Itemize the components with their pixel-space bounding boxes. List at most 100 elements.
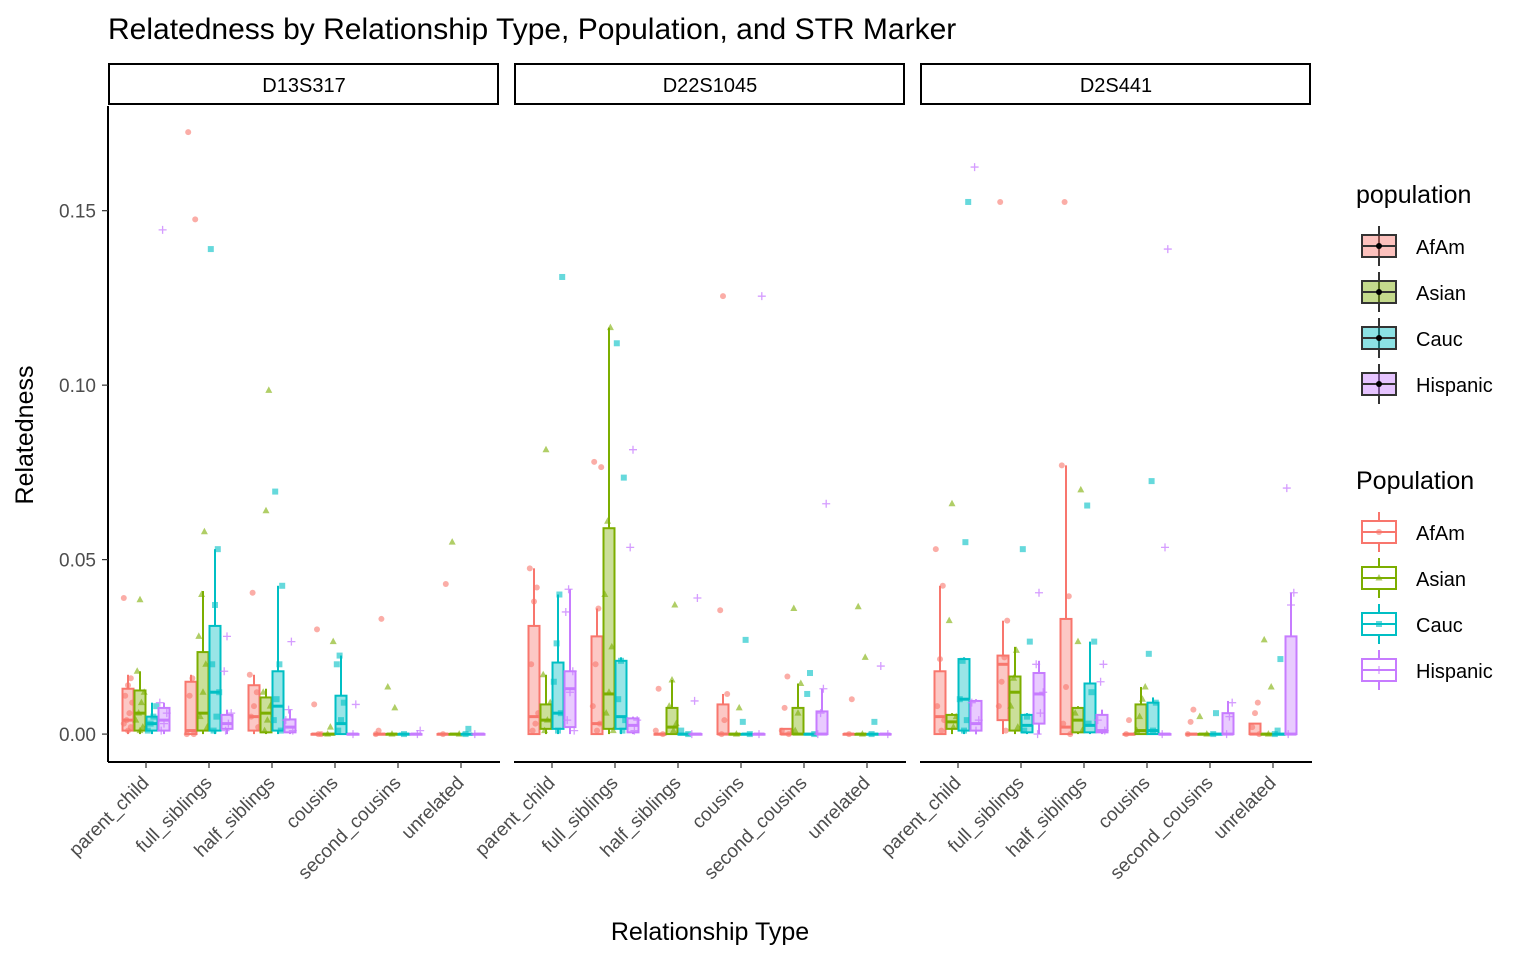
data-point	[1061, 198, 1068, 205]
legend-key-Cauc	[1361, 604, 1397, 644]
data-point	[207, 246, 214, 253]
box-AfAm	[932, 546, 948, 736]
box-Cauc	[1209, 710, 1223, 738]
data-point	[1163, 245, 1172, 254]
data-point	[223, 632, 231, 641]
box-Hispanic	[561, 585, 579, 735]
data-point	[570, 726, 579, 735]
data-point	[1093, 716, 1102, 725]
data-point	[196, 712, 204, 720]
data-point	[721, 717, 728, 724]
data-point	[608, 642, 616, 650]
data-point	[224, 719, 233, 728]
data-point	[1010, 674, 1018, 681]
data-point	[1039, 688, 1048, 697]
data-point	[665, 702, 673, 709]
data-point	[202, 660, 210, 667]
legend-point	[1376, 289, 1382, 295]
data-point	[1123, 731, 1130, 738]
data-point	[270, 717, 277, 724]
data-point	[526, 565, 533, 572]
data-point	[273, 696, 280, 703]
data-point	[1014, 723, 1022, 730]
data-point	[413, 730, 422, 739]
data-point	[595, 605, 602, 612]
box-body	[563, 670, 577, 729]
data-point	[746, 731, 753, 738]
data-point	[804, 690, 811, 697]
data-point	[462, 731, 469, 738]
data-point	[932, 546, 939, 553]
data-point	[854, 602, 862, 610]
data-point	[265, 386, 273, 393]
legend-label: AfAm	[1416, 523, 1465, 545]
data-point	[212, 601, 218, 608]
data-point	[192, 216, 199, 223]
data-point	[333, 661, 340, 668]
data-point	[791, 726, 799, 734]
data-point	[566, 688, 574, 697]
data-point	[541, 726, 549, 734]
data-point	[1033, 730, 1042, 739]
data-point	[1077, 485, 1085, 493]
data-point	[272, 488, 279, 495]
data-point	[372, 731, 379, 738]
data-point	[871, 718, 878, 725]
data-point	[601, 590, 609, 598]
data-point	[781, 704, 788, 711]
data-point	[589, 703, 596, 710]
data-point	[1060, 720, 1067, 727]
box-Hispanic	[220, 632, 236, 735]
data-point	[281, 716, 290, 725]
data-point	[448, 538, 456, 545]
data-point	[848, 696, 855, 703]
data-point	[1254, 699, 1261, 706]
data-point	[553, 640, 560, 647]
data-point	[938, 727, 945, 734]
data-point	[144, 727, 151, 734]
y-tick-label: 0.10	[59, 376, 96, 397]
data-point	[125, 727, 131, 734]
data-point	[529, 727, 536, 734]
legend-title: Population	[1356, 467, 1474, 495]
box-Cauc	[270, 488, 286, 735]
data-point	[655, 685, 662, 692]
data-point	[1228, 698, 1237, 707]
data-point	[528, 661, 535, 668]
data-point	[198, 590, 206, 598]
data-point	[185, 129, 192, 136]
box-Cauc	[144, 702, 160, 735]
data-point	[1021, 727, 1028, 734]
legend-point	[1376, 243, 1382, 249]
legend-fill: population AfAm Asian Cauc Hispanic	[1356, 181, 1493, 404]
data-point	[778, 727, 785, 734]
data-point	[351, 700, 360, 709]
data-point	[846, 731, 852, 738]
data-point	[861, 653, 869, 660]
data-point	[213, 713, 220, 720]
strip-label: D13S317	[262, 75, 345, 97]
box-Hispanic	[813, 499, 831, 739]
data-point	[1002, 727, 1009, 734]
data-point	[556, 591, 563, 598]
data-point	[155, 698, 164, 707]
data-point	[1126, 717, 1132, 724]
data-point	[157, 726, 166, 735]
data-point	[314, 626, 320, 633]
data-point	[120, 595, 127, 601]
legend-point	[1376, 381, 1382, 387]
data-point	[797, 679, 805, 686]
data-point	[596, 720, 603, 727]
data-point	[868, 731, 875, 738]
data-point	[147, 720, 154, 727]
data-point	[126, 710, 133, 717]
data-point	[563, 716, 572, 725]
data-point	[133, 667, 141, 674]
box-body	[1008, 675, 1022, 732]
box-Hispanic	[1093, 660, 1109, 735]
box-Hispanic	[281, 637, 297, 735]
data-point	[934, 703, 941, 710]
x-axis-title: Relationship Type	[611, 918, 809, 946]
data-point	[139, 723, 147, 730]
data-point	[619, 727, 626, 734]
